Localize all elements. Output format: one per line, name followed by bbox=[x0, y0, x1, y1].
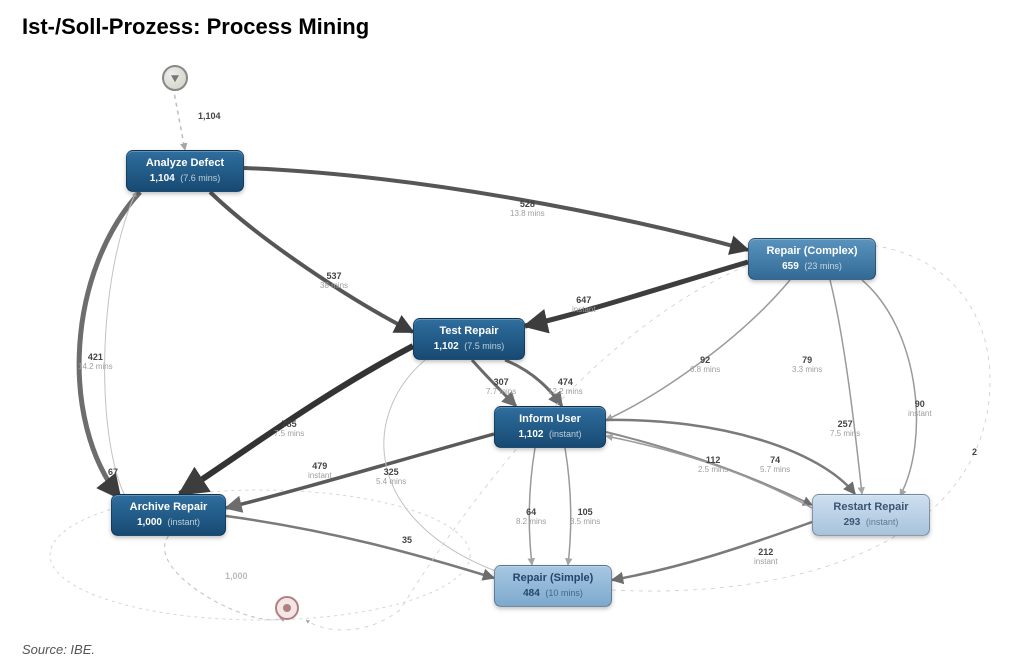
edge-label-tr_in: 3077.7 mins bbox=[486, 378, 516, 397]
edge-label-in_rr2: 745.7 mins bbox=[760, 456, 790, 475]
edge-label-in_ar: 479instant bbox=[308, 462, 332, 481]
edge-rs_end bbox=[306, 244, 990, 630]
edge-in_rs2 bbox=[565, 448, 571, 565]
start-node bbox=[162, 65, 188, 91]
edge-label-rc_tr: 647instant bbox=[572, 296, 596, 315]
edge-label-ar_an: 67 bbox=[108, 468, 118, 478]
node-label: Analyze Defect bbox=[131, 157, 239, 171]
source-note: Source: IBE. bbox=[22, 642, 95, 657]
node-inform[interactable]: Inform User 1,102 (instant) bbox=[494, 406, 606, 448]
edge-label-in_rr3: 2577.5 mins bbox=[830, 420, 860, 439]
edge-label-start: 1,104 bbox=[198, 112, 221, 122]
edge-label-an_ar: 42114.2 mins bbox=[78, 353, 113, 372]
edge-label-rs_tr: 35 bbox=[402, 536, 412, 546]
node-metrics: 1,000 (instant) bbox=[116, 517, 221, 530]
edge-label-end: 1,000 bbox=[225, 572, 248, 582]
edge-label-rs_end: 2 bbox=[972, 448, 977, 458]
node-archive[interactable]: Archive Repair 1,000 (instant) bbox=[111, 494, 226, 536]
edge-label-rr_rs: 212instant bbox=[754, 548, 778, 567]
node-label: Restart Repair bbox=[817, 501, 925, 515]
edge-label-an_tr: 53738 mins bbox=[320, 272, 348, 291]
edge-label-in_rs: 648.2 mins bbox=[516, 508, 546, 527]
edge-label-in_rs2: 1053.5 mins bbox=[570, 508, 600, 527]
edge-rs_tr bbox=[384, 356, 498, 572]
node-metrics: 659 (23 mins) bbox=[753, 261, 871, 274]
edge-an_rc bbox=[244, 168, 748, 250]
edge-rc_tr bbox=[525, 262, 748, 326]
edge-label-tr_in2: 47412.2 mins bbox=[548, 378, 583, 397]
edge-label-ar_rs: 3255.4 mins bbox=[376, 468, 406, 487]
node-metrics: 293 (instant) bbox=[817, 517, 925, 530]
node-testRepair[interactable]: Test Repair 1,102 (7.5 mins) bbox=[413, 318, 525, 360]
node-repairS[interactable]: Repair (Simple) 484 (10 mins) bbox=[494, 565, 612, 607]
edge-an_tr bbox=[210, 192, 413, 332]
edge-rc_in bbox=[606, 280, 790, 420]
node-metrics: 1,102 (7.5 mins) bbox=[418, 341, 520, 354]
node-label: Repair (Complex) bbox=[753, 245, 871, 259]
edge-rr_rs bbox=[612, 522, 812, 580]
node-label: Archive Repair bbox=[116, 501, 221, 515]
node-analyze[interactable]: Analyze Defect 1,104 (7.6 mins) bbox=[126, 150, 244, 192]
edge-in_ar bbox=[226, 434, 494, 508]
edge-label-tr_ar: 7857.5 mins bbox=[274, 420, 304, 439]
edge-label-rc_rr: 793.3 mins bbox=[792, 356, 822, 375]
edge-rc_rr bbox=[830, 280, 862, 494]
edge-ar_an bbox=[105, 192, 136, 498]
edge-rc_rr2 bbox=[862, 280, 916, 496]
edge-label-in_rr: 1122.5 mins bbox=[698, 456, 728, 475]
edge-label-rc_rr2: 90instant bbox=[908, 400, 932, 419]
node-metrics: 1,102 (instant) bbox=[499, 429, 601, 442]
node-metrics: 1,104 (7.6 mins) bbox=[131, 173, 239, 186]
node-label: Inform User bbox=[499, 413, 601, 427]
edge-ar_rs bbox=[226, 516, 494, 578]
edge-label-rc_in: 926.8 mins bbox=[690, 356, 720, 375]
edge-in_rr3 bbox=[606, 420, 855, 494]
node-metrics: 484 (10 mins) bbox=[499, 588, 607, 601]
node-label: Repair (Simple) bbox=[499, 572, 607, 586]
end-node bbox=[275, 596, 299, 620]
edge-an_ar bbox=[79, 192, 140, 498]
node-restart[interactable]: Restart Repair 293 (instant) bbox=[812, 494, 930, 536]
node-label: Test Repair bbox=[418, 325, 520, 339]
page-title: Ist-/Soll-Prozess: Process Mining bbox=[22, 14, 369, 40]
edge-label-an_rc: 52813.8 mins bbox=[510, 200, 545, 219]
node-repairC[interactable]: Repair (Complex) 659 (23 mins) bbox=[748, 238, 876, 280]
